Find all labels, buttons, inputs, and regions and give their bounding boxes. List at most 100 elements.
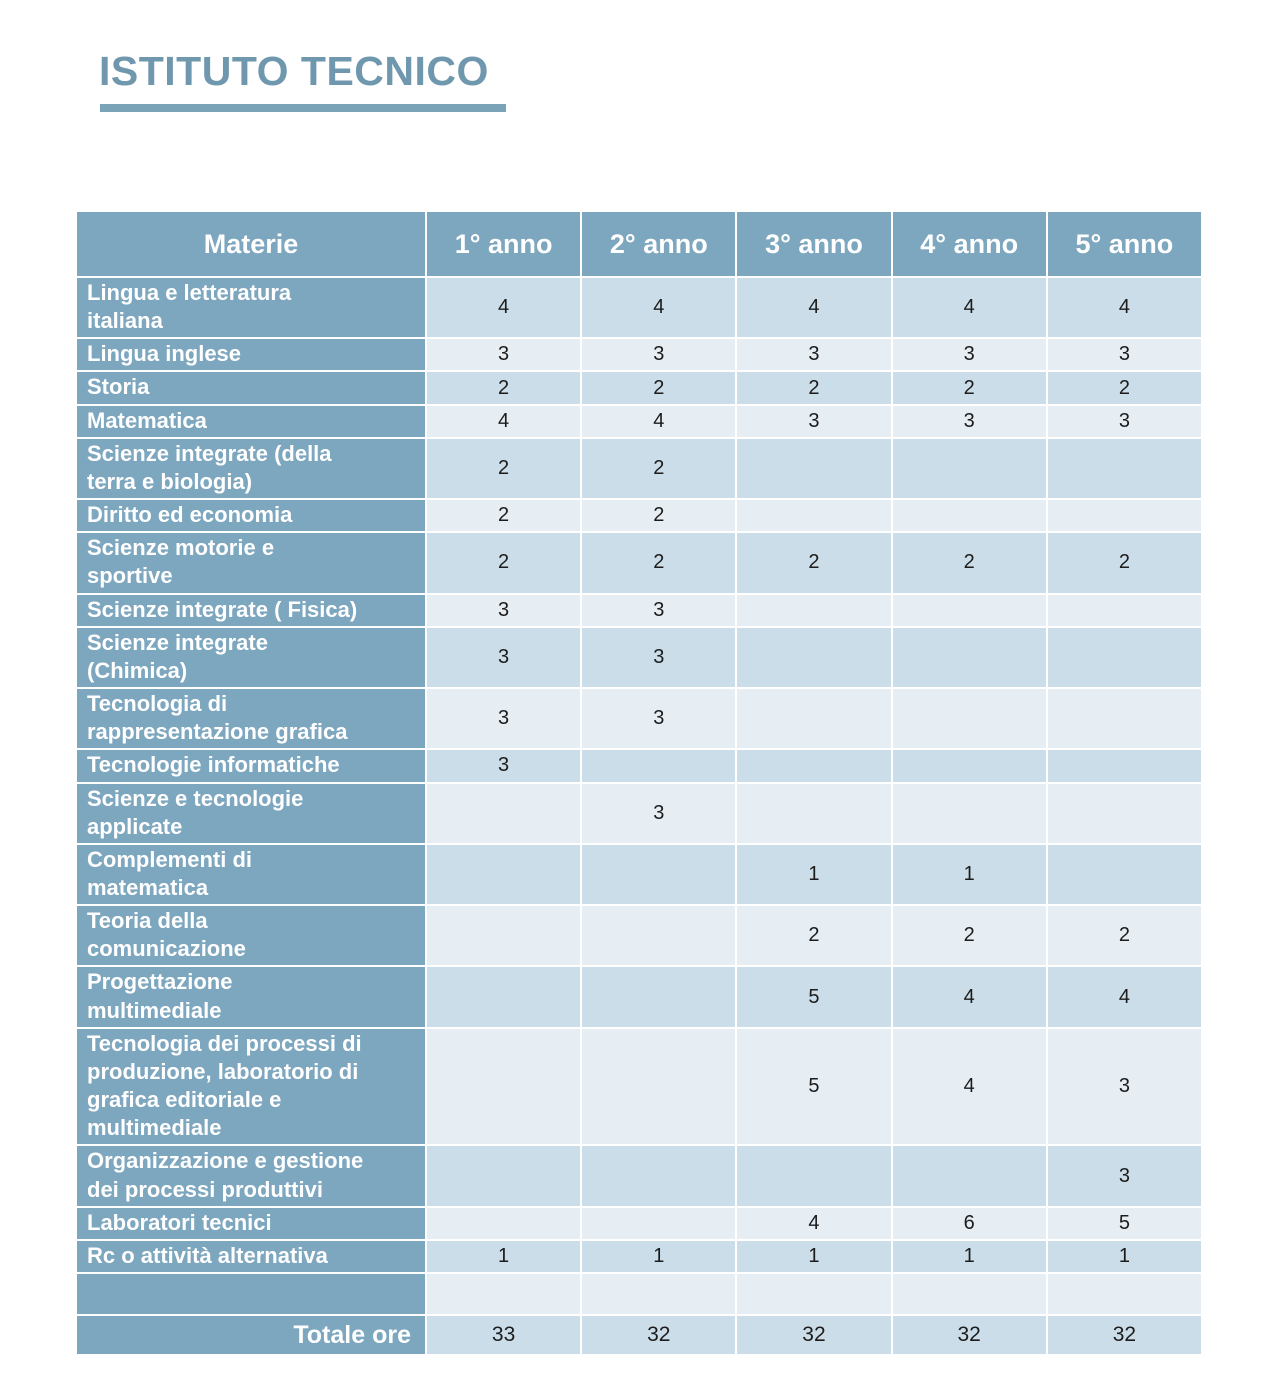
hours-value-cell — [737, 594, 891, 626]
hours-value-cell: 3 — [582, 627, 736, 688]
subject-row: Lingua inglese 3 3 3 3 3 — [77, 339, 1201, 371]
subject-row: Scienze motorie e sportive 2 2 2 2 2 — [77, 533, 1201, 593]
hours-value-cell — [582, 1028, 736, 1145]
subject-row: Teoria della comunicazione 2 2 2 — [77, 906, 1201, 966]
subject-label: Diritto ed economia — [77, 500, 425, 532]
hours-value-cell — [582, 1274, 736, 1314]
hours-value-cell: 4 — [1047, 278, 1201, 338]
hours-value-cell: 4 — [892, 278, 1046, 338]
hours-value-cell: 4 — [892, 1028, 1046, 1145]
column-header-materie: Materie — [77, 212, 425, 276]
hours-value-cell: 1 — [582, 1240, 736, 1272]
hours-value-cell — [582, 1146, 736, 1206]
subject-label: Teoria della comunicazione — [77, 906, 425, 966]
hours-value-cell: 3 — [1047, 339, 1201, 371]
hours-value-cell — [1047, 844, 1201, 905]
hours-value-cell — [737, 689, 891, 749]
subject-label: Scienze motorie e sportive — [77, 533, 425, 593]
subject-row: Laboratori tecnici 4 6 5 — [77, 1207, 1201, 1239]
hours-value-cell: 1 — [892, 844, 1046, 905]
hours-value-cell: 5 — [737, 1028, 891, 1145]
hours-value-cell — [892, 1146, 1046, 1206]
hours-value-cell: 2 — [892, 533, 1046, 593]
hours-value-cell: 2 — [427, 500, 581, 532]
hours-value-cell — [427, 783, 581, 843]
table-header-row: Materie 1° anno 2° anno 3° anno 4° anno … — [77, 212, 1201, 276]
hours-value-cell — [1047, 627, 1201, 688]
hours-value-cell: 4 — [892, 967, 1046, 1027]
hours-value-cell: 4 — [427, 278, 581, 338]
hours-value-cell — [892, 627, 1046, 688]
hours-value-cell: 3 — [582, 783, 736, 843]
hours-value-cell — [1047, 689, 1201, 749]
subject-row: Tecnologie informatiche 3 — [77, 750, 1201, 782]
table-header: Materie 1° anno 2° anno 3° anno 4° anno … — [77, 212, 1201, 276]
hours-value-cell — [427, 1207, 581, 1239]
column-header-anno-4: 4° anno — [892, 212, 1046, 276]
spacer-row — [77, 1274, 1201, 1314]
subject-label: Scienze integrate (della terra e biologi… — [77, 438, 425, 499]
hours-value-cell: 1 — [892, 1240, 1046, 1272]
hours-value-cell: 2 — [427, 533, 581, 593]
hours-value-cell — [427, 1146, 581, 1206]
total-value-cell: 32 — [737, 1316, 891, 1354]
subject-label: Scienze e tecnologie applicate — [77, 783, 425, 843]
hours-value-cell — [1047, 783, 1201, 843]
hours-value-cell: 2 — [1047, 372, 1201, 404]
subject-label: Organizzazione e gestione dei processi p… — [77, 1146, 425, 1206]
total-value-cell: 32 — [892, 1316, 1046, 1354]
hours-value-cell: 3 — [737, 405, 891, 437]
subject-row: Tecnologia di rappresentazione grafica 3 3 — [77, 689, 1201, 749]
hours-value-cell: 4 — [427, 405, 581, 437]
hours-value-cell — [737, 438, 891, 499]
subject-row: Complementi di matematica 1 1 — [77, 844, 1201, 905]
subject-label: Matematica — [77, 405, 425, 437]
hours-value-cell — [582, 967, 736, 1027]
subject-label: Tecnologie informatiche — [77, 750, 425, 782]
curriculum-table: Materie 1° anno 2° anno 3° anno 4° anno … — [75, 210, 1203, 1356]
hours-value-cell — [1047, 500, 1201, 532]
hours-value-cell — [1047, 750, 1201, 782]
hours-value-cell: 3 — [892, 339, 1046, 371]
subject-row: Diritto ed economia 2 2 — [77, 500, 1201, 532]
hours-value-cell: 2 — [737, 372, 891, 404]
subject-label: Progettazione multimediale — [77, 967, 425, 1027]
subject-label: Rc o attività alternativa — [77, 1240, 425, 1272]
column-header-anno-1: 1° anno — [427, 212, 581, 276]
hours-value-cell: 2 — [1047, 533, 1201, 593]
hours-value-cell — [892, 783, 1046, 843]
hours-value-cell: 3 — [1047, 405, 1201, 437]
subject-label: Tecnologia dei processi di produzione, l… — [77, 1028, 425, 1145]
subject-row: Progettazione multimediale 5 4 4 — [77, 967, 1201, 1027]
hours-value-cell: 3 — [582, 689, 736, 749]
column-header-anno-3: 3° anno — [737, 212, 891, 276]
hours-value-cell — [582, 750, 736, 782]
hours-value-cell: 1 — [1047, 1240, 1201, 1272]
hours-value-cell: 4 — [737, 1207, 891, 1239]
hours-value-cell: 5 — [1047, 1207, 1201, 1239]
hours-value-cell: 3 — [892, 405, 1046, 437]
subject-label: Tecnologia di rappresentazione grafica — [77, 689, 425, 749]
hours-value-cell — [582, 844, 736, 905]
subject-row: Lingua e letteratura italiana 4 4 4 4 4 — [77, 278, 1201, 338]
hours-value-cell: 2 — [1047, 906, 1201, 966]
subject-label: Storia — [77, 372, 425, 404]
total-row: Totale ore 33 32 32 32 32 — [77, 1316, 1201, 1354]
hours-value-cell — [427, 1028, 581, 1145]
hours-value-cell — [892, 594, 1046, 626]
subject-row: Organizzazione e gestione dei processi p… — [77, 1146, 1201, 1206]
hours-value-cell: 2 — [582, 533, 736, 593]
hours-value-cell — [1047, 594, 1201, 626]
hours-value-cell — [737, 500, 891, 532]
column-header-anno-2: 2° anno — [582, 212, 736, 276]
subject-label: Lingua e letteratura italiana — [77, 278, 425, 338]
hours-value-cell: 1 — [427, 1240, 581, 1272]
subject-row: Rc o attività alternativa 1 1 1 1 1 — [77, 1240, 1201, 1272]
hours-value-cell — [892, 438, 1046, 499]
hours-value-cell — [427, 1274, 581, 1314]
subject-row: Storia 2 2 2 2 2 — [77, 372, 1201, 404]
total-value-cell: 32 — [1047, 1316, 1201, 1354]
hours-value-cell: 1 — [737, 1240, 891, 1272]
hours-value-cell: 4 — [1047, 967, 1201, 1027]
hours-value-cell — [892, 689, 1046, 749]
